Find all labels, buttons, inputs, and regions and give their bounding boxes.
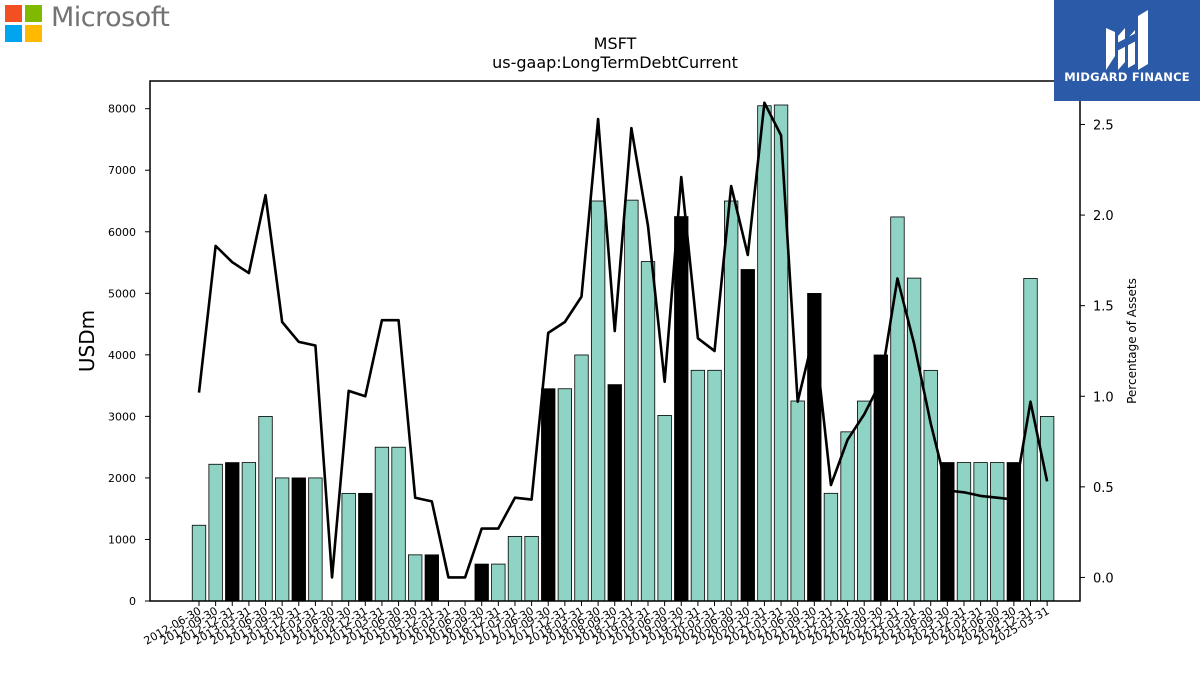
microsoft-squares-icon [5,5,42,42]
bar [624,199,639,602]
bar [607,384,622,602]
bar [358,492,373,602]
bar [308,477,323,602]
bar [690,369,706,602]
y2-axis-label: Percentage of Assets [1125,278,1139,404]
bar [657,414,672,602]
microsoft-logo: Microsoft [5,2,185,43]
bar [674,216,689,602]
bar [1006,462,1022,602]
bar [956,462,972,602]
bar [274,477,290,602]
bar [823,492,839,602]
bar [757,105,772,602]
bar [491,563,506,602]
bar [773,104,789,602]
right-axis: 0.0 0.5 1.0 1.5 2.0 2.5 [1080,118,1114,586]
bar [225,462,240,602]
y-tick-label: 0 [129,595,136,608]
bar [857,400,872,602]
x-axis: 2012-06-302012-09-302012-12-312013-03-31… [142,601,1052,648]
bar [840,431,855,602]
y2-tick-label: 2.5 [1093,118,1114,133]
y-tick-label: 7000 [108,164,136,177]
chart-subtitle: us-gaap:LongTermDebtCurrent [492,53,738,72]
y-tick-label: 8000 [108,103,136,116]
y-tick-label: 6000 [108,226,136,239]
bar [291,477,306,602]
y-tick-label: 3000 [108,410,136,423]
bar [241,462,257,602]
left-axis: 0 1000 2000 3000 4000 5000 6000 7000 8000 [108,103,150,608]
y2-tick-label: 1.0 [1093,390,1114,405]
y-axis-label: USDm [75,310,99,372]
midgard-emblem-icon [1106,10,1148,70]
y-tick-label: 2000 [108,472,136,485]
y-tick-label: 4000 [108,349,136,362]
bar [408,554,423,602]
bar [724,200,739,602]
y2-tick-label: 0.5 [1093,481,1114,496]
microsoft-green-square [25,5,42,22]
y-tick-label: 5000 [108,287,136,300]
bar [424,554,439,602]
bar [790,400,805,602]
bar [940,462,955,602]
y-tick-label: 1000 [108,533,136,546]
bar [557,388,573,602]
bar [990,462,1005,602]
bar [341,492,356,602]
bar [474,563,489,602]
bar [374,446,390,602]
microsoft-red-square [5,5,22,22]
bar [740,269,755,602]
bar [507,535,523,602]
bar [191,524,207,602]
bar [640,261,656,602]
bar [973,462,988,602]
y2-tick-label: 2.0 [1093,209,1114,224]
bar [574,354,589,602]
bar [258,416,273,602]
bar [524,535,539,602]
bar [590,200,606,602]
y2-tick-label: 0.0 [1093,571,1114,586]
bar [890,216,905,602]
bar [707,369,722,602]
microsoft-wordmark: Microsoft [51,2,170,33]
chart-title: MSFT [594,34,637,53]
midgard-wordmark: MIDGARD FINANCE [1064,70,1190,84]
microsoft-yellow-square [25,25,42,42]
microsoft-blue-square [5,25,22,42]
y2-tick-label: 1.5 [1093,300,1114,315]
bar-series [191,104,1055,602]
bar [541,388,556,602]
bar [1023,278,1038,602]
midgard-finance-logo: MIDGARD FINANCE [1054,0,1200,101]
percentage-line [197,101,1049,579]
bar [391,446,406,602]
bar [1039,416,1055,602]
bar [208,463,223,602]
